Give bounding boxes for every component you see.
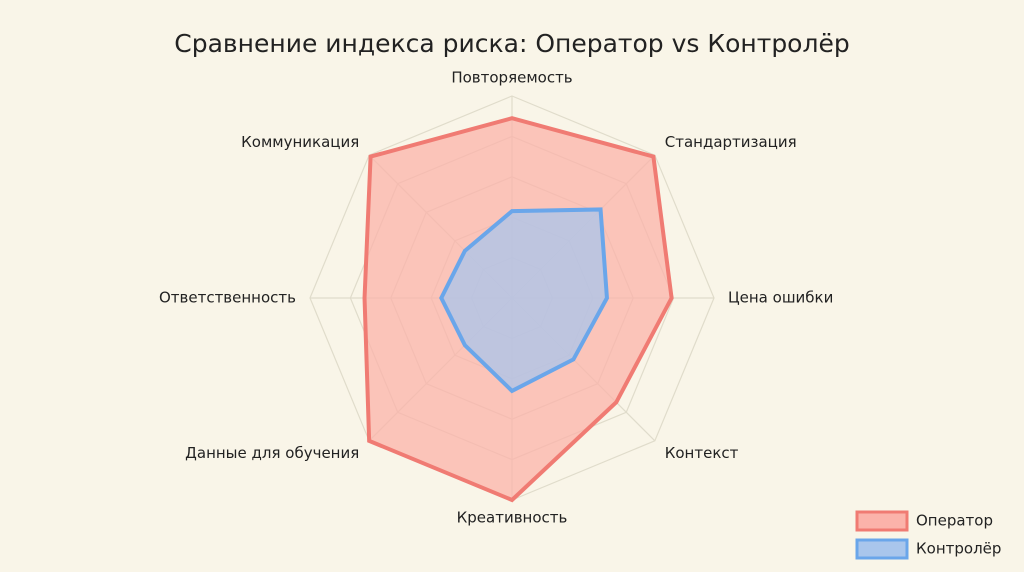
legend-label: Оператор xyxy=(916,512,993,530)
axis-label: Цена ошибки xyxy=(728,289,833,307)
axis-label: Данные для обучения xyxy=(185,444,359,462)
axis-label: Контекст xyxy=(665,444,739,462)
axis-label: Креативность xyxy=(457,509,568,527)
legend-label: Контролёр xyxy=(916,540,1001,558)
axis-label: Стандартизация xyxy=(665,133,797,151)
series-area xyxy=(439,207,609,394)
legend-swatch xyxy=(855,510,909,532)
legend-swatch xyxy=(855,538,909,560)
axis-label: Коммуникация xyxy=(241,133,359,151)
chart-title: Сравнение индекса риска: Оператор vs Кон… xyxy=(174,29,849,58)
axis-label: Повторяемость xyxy=(451,69,572,87)
axis-label: Ответственность xyxy=(159,289,296,307)
